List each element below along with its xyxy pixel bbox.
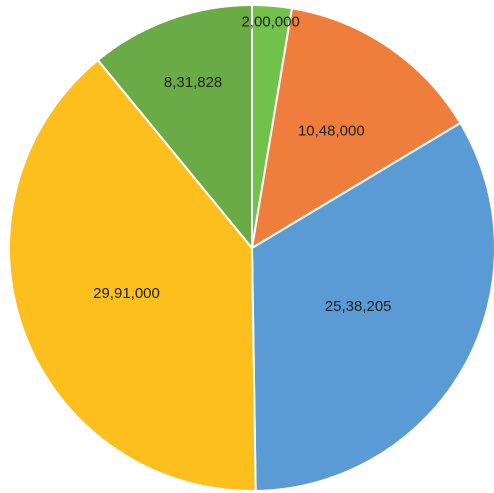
- pie-data-label-1: 2,00,000: [241, 14, 299, 31]
- pie-slices: [8, 3, 494, 492]
- pie-slice-3: [250, 121, 494, 492]
- pie-data-label-4: 29,91,000: [93, 285, 160, 302]
- pie-slice-4: [8, 58, 257, 492]
- pie-data-label-3: 25,38,205: [325, 298, 392, 315]
- pie-slice-2: [250, 7, 462, 250]
- pie-data-label-5: 8,31,828: [164, 74, 222, 91]
- pie-data-labels: 2,00,000 10,48,000 25,38,205 29,91,000 8,31,…: [93, 14, 391, 315]
- pie-slice-5: [96, 3, 253, 251]
- pie-data-label-2: 10,48,000: [298, 122, 365, 139]
